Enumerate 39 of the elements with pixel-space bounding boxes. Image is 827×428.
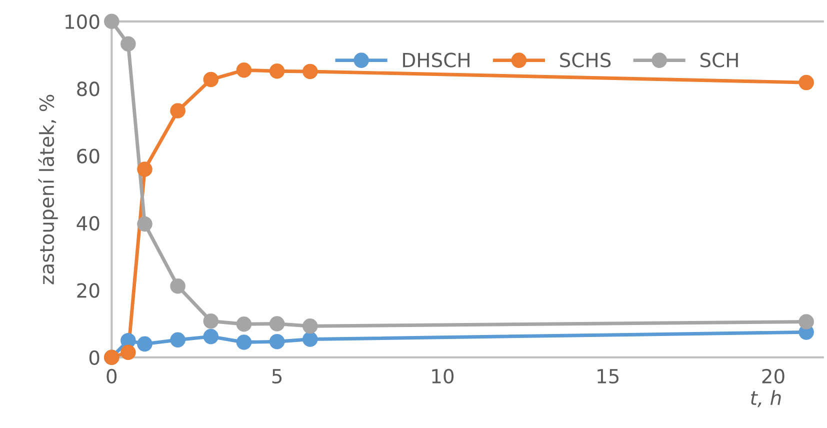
point: [798, 74, 814, 90]
point: [236, 316, 252, 332]
x-tick-label: 5: [272, 369, 282, 384]
point: [302, 332, 318, 347]
y-tick-label: 100: [66, 14, 100, 30]
point: [137, 216, 152, 232]
y-tick-label: 80: [77, 82, 100, 96]
point: [269, 63, 285, 79]
point: [170, 332, 186, 348]
point: [203, 328, 219, 344]
point: [236, 334, 252, 350]
point: [120, 344, 136, 360]
point: [798, 314, 814, 330]
x-tick-label: 15: [598, 369, 619, 384]
point: [302, 318, 318, 334]
point: [302, 64, 318, 80]
point: [137, 336, 152, 352]
x-tick-label: 0: [106, 368, 117, 384]
point: [203, 72, 219, 88]
point: [170, 278, 186, 294]
point: [269, 334, 285, 350]
x-axis-title: t, h: [751, 390, 781, 408]
legend-label: SCH: [700, 52, 738, 68]
y-tick-label: 40: [76, 216, 100, 231]
legend-label: DHSCH: [403, 52, 470, 68]
point: [170, 103, 186, 118]
point: [120, 36, 136, 52]
y-tick-label: 60: [77, 148, 100, 164]
y-tick-label: 0: [89, 350, 100, 366]
legend-label: SCHS: [560, 52, 611, 68]
point: [236, 62, 252, 78]
x-tick-label: 10: [432, 368, 454, 384]
point: [203, 313, 219, 329]
x-tick-label: 20: [762, 368, 784, 384]
y-axis-title: zastoupení látek, %: [38, 94, 58, 284]
point: [104, 14, 120, 30]
point: [137, 162, 152, 177]
point: [269, 316, 285, 332]
y-tick-label: 20: [77, 283, 100, 298]
